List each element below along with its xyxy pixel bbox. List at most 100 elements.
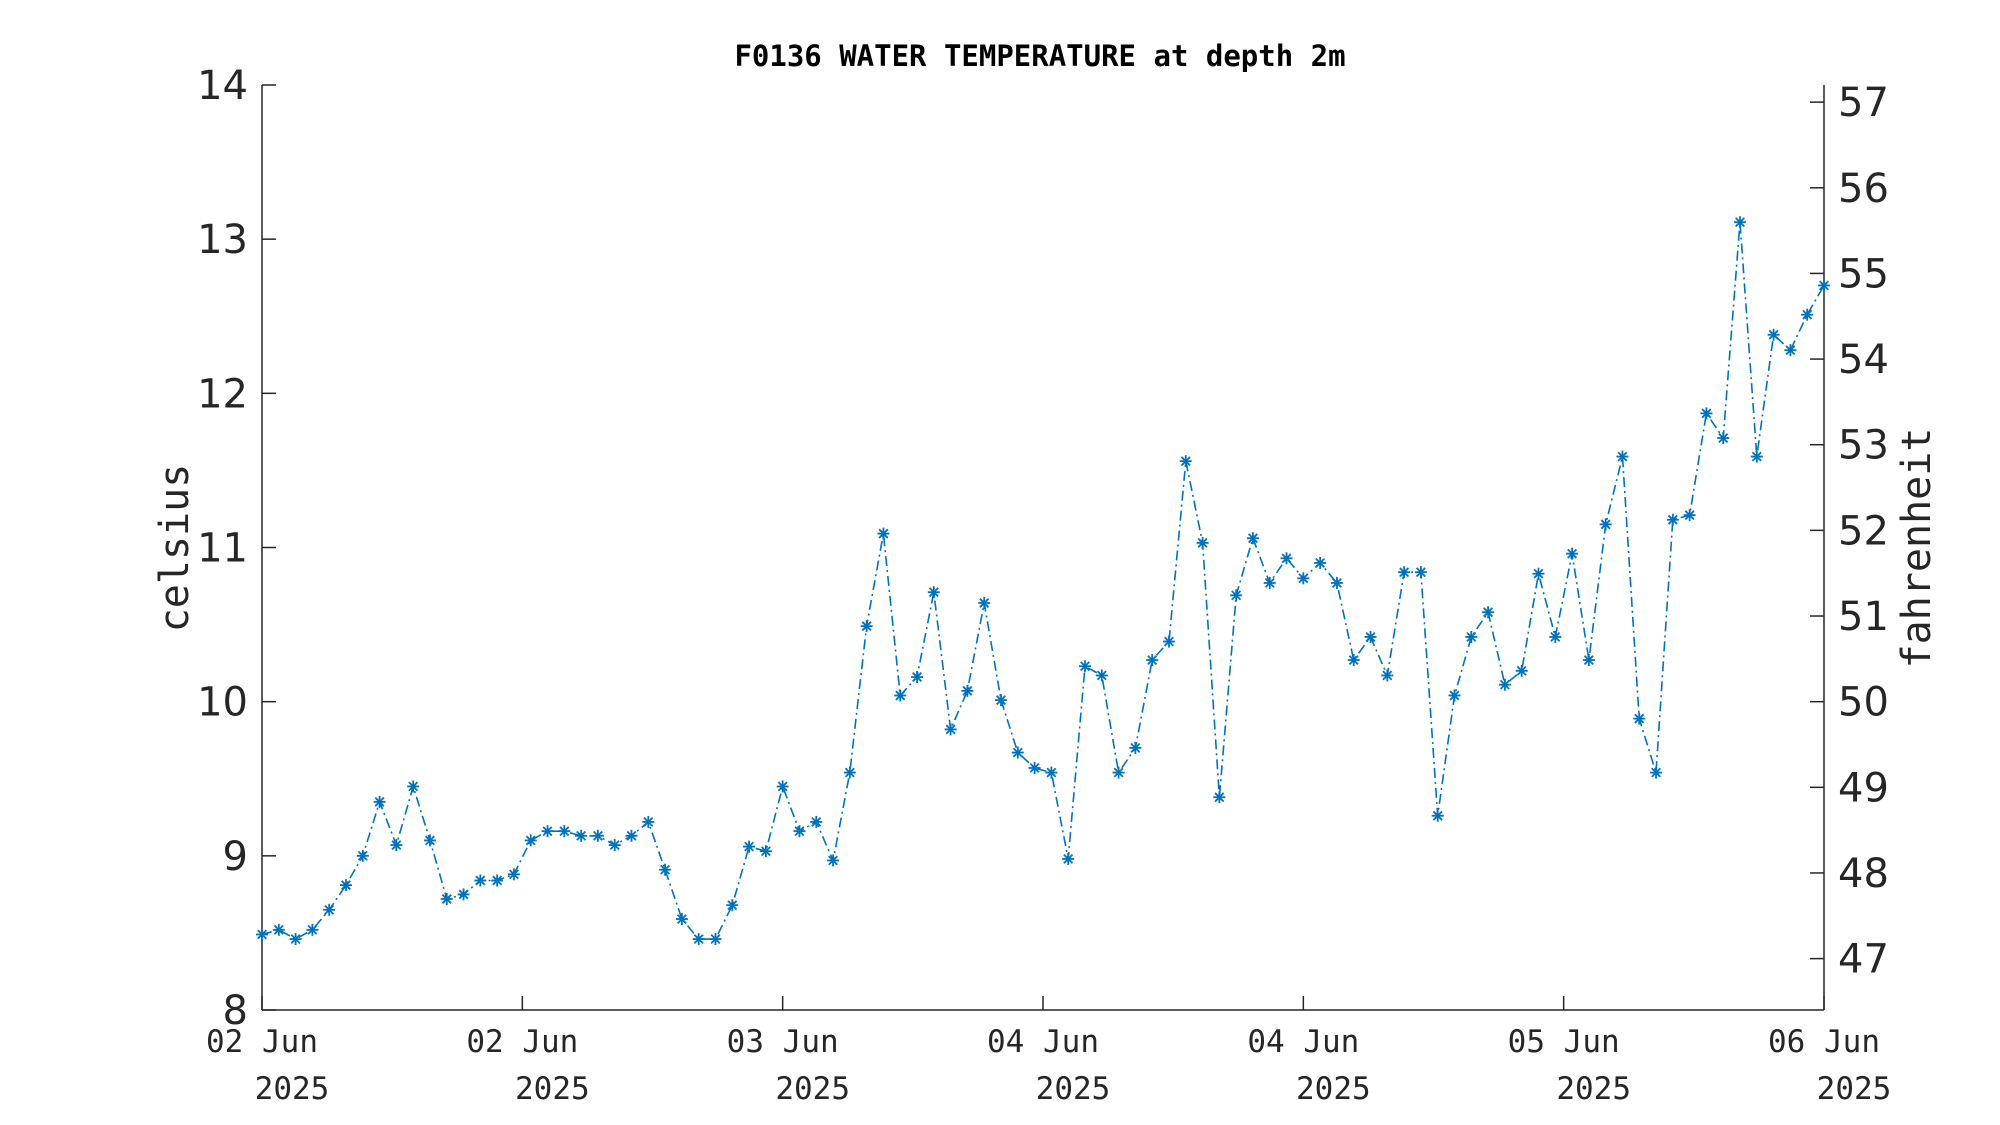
y-tick-label-right: 49 bbox=[1838, 765, 1889, 811]
y-tick-label-left: 12 bbox=[197, 371, 248, 417]
data-point bbox=[1818, 279, 1830, 292]
data-point bbox=[877, 527, 890, 540]
data-point bbox=[289, 933, 302, 946]
data-point bbox=[373, 795, 386, 808]
y-tick-label-right: 51 bbox=[1838, 594, 1889, 640]
data-point bbox=[1011, 746, 1024, 759]
data-point bbox=[1297, 572, 1310, 585]
data-point bbox=[944, 723, 957, 736]
data-point bbox=[323, 903, 336, 916]
x-tick-label-date: 02 Jun bbox=[466, 1024, 578, 1060]
data-point bbox=[1112, 766, 1125, 779]
data-point bbox=[776, 780, 789, 793]
data-point bbox=[692, 933, 705, 946]
x-tick-label-date: 05 Jun bbox=[1508, 1024, 1620, 1060]
y-tick-label-right: 50 bbox=[1838, 680, 1889, 726]
data-point bbox=[507, 868, 520, 881]
y-tick-label-right: 54 bbox=[1838, 337, 1889, 383]
data-point bbox=[659, 863, 672, 876]
data-point bbox=[1566, 547, 1579, 560]
data-point bbox=[743, 840, 756, 853]
x-tick-label-date: 04 Jun bbox=[987, 1024, 1099, 1060]
data-point bbox=[1314, 556, 1327, 569]
data-point bbox=[759, 845, 772, 858]
data-point bbox=[1414, 566, 1427, 579]
y-tick-label-right: 47 bbox=[1838, 937, 1889, 983]
data-point bbox=[894, 689, 907, 702]
data-point bbox=[793, 825, 806, 838]
data-series bbox=[256, 216, 1830, 946]
data-point bbox=[1650, 766, 1663, 779]
data-point bbox=[1045, 766, 1058, 779]
data-point bbox=[1465, 630, 1478, 643]
data-point bbox=[1633, 712, 1646, 725]
data-point bbox=[272, 923, 285, 936]
data-point bbox=[1482, 606, 1495, 619]
y-axis-label-right: fahrenheit bbox=[1894, 428, 1940, 669]
data-point bbox=[1246, 532, 1259, 545]
data-point bbox=[1767, 328, 1780, 341]
data-point bbox=[575, 829, 588, 842]
data-point bbox=[1230, 589, 1243, 602]
data-point bbox=[978, 597, 991, 609]
data-point bbox=[1784, 344, 1797, 357]
chart-title: F0136 WATER TEMPERATURE at depth 2m bbox=[734, 39, 1345, 73]
data-point bbox=[1347, 654, 1360, 667]
data-point bbox=[1364, 630, 1377, 643]
y-tick-label-right: 56 bbox=[1838, 166, 1889, 212]
data-point bbox=[1717, 432, 1730, 445]
x-tick-label-year: 2025 bbox=[1036, 1071, 1111, 1107]
y-tick-label-right: 55 bbox=[1838, 251, 1889, 297]
axes: 8 9 10 11 12 13 14 47 48 49 50 51 52 53 54 55 56 57 02 Jun… bbox=[197, 63, 1891, 1107]
data-point bbox=[1498, 678, 1511, 691]
data-point bbox=[1028, 761, 1041, 774]
x-tick-label-year: 2025 bbox=[775, 1071, 850, 1107]
y-tick-label-left: 9 bbox=[223, 834, 248, 880]
data-point bbox=[1213, 791, 1226, 804]
data-point bbox=[911, 671, 924, 683]
data-point bbox=[1263, 576, 1276, 589]
data-point bbox=[591, 829, 604, 842]
data-point bbox=[709, 933, 722, 946]
data-point bbox=[356, 849, 369, 862]
y-tick-label-left: 8 bbox=[223, 988, 248, 1034]
y-tick-label-left: 11 bbox=[197, 526, 248, 572]
data-point bbox=[1616, 450, 1629, 463]
data-point bbox=[541, 825, 554, 838]
y-tick-label-right: 57 bbox=[1838, 80, 1889, 126]
data-point bbox=[1146, 654, 1159, 667]
data-point bbox=[457, 888, 470, 901]
data-point bbox=[256, 928, 268, 941]
data-point bbox=[474, 874, 487, 887]
data-point bbox=[1801, 308, 1814, 321]
data-point bbox=[810, 815, 823, 828]
data-point bbox=[608, 839, 621, 852]
data-point bbox=[306, 923, 319, 936]
data-point bbox=[1381, 669, 1394, 682]
data-point bbox=[1431, 809, 1444, 822]
data-point bbox=[1330, 576, 1343, 589]
y-tick-label-right: 52 bbox=[1838, 508, 1889, 554]
data-point bbox=[1532, 567, 1545, 580]
y-axis-label-left: celsius bbox=[152, 464, 198, 633]
data-point bbox=[440, 893, 453, 905]
data-point bbox=[1179, 455, 1192, 468]
data-point bbox=[642, 815, 655, 828]
data-point bbox=[423, 834, 436, 847]
data-point bbox=[1162, 635, 1175, 648]
data-point bbox=[1666, 513, 1679, 526]
x-tick-label-year: 2025 bbox=[1556, 1071, 1631, 1107]
data-point bbox=[995, 694, 1008, 707]
x-tick-label-year: 2025 bbox=[515, 1071, 590, 1107]
data-point bbox=[1448, 689, 1461, 702]
data-point bbox=[524, 834, 537, 847]
data-point bbox=[1280, 552, 1293, 565]
data-point bbox=[843, 766, 856, 779]
x-tick-label-date: 03 Jun bbox=[727, 1024, 839, 1060]
data-point bbox=[1549, 630, 1562, 643]
y-tick-label-right: 53 bbox=[1838, 423, 1889, 469]
data-point bbox=[961, 684, 974, 697]
data-point bbox=[1129, 741, 1142, 754]
